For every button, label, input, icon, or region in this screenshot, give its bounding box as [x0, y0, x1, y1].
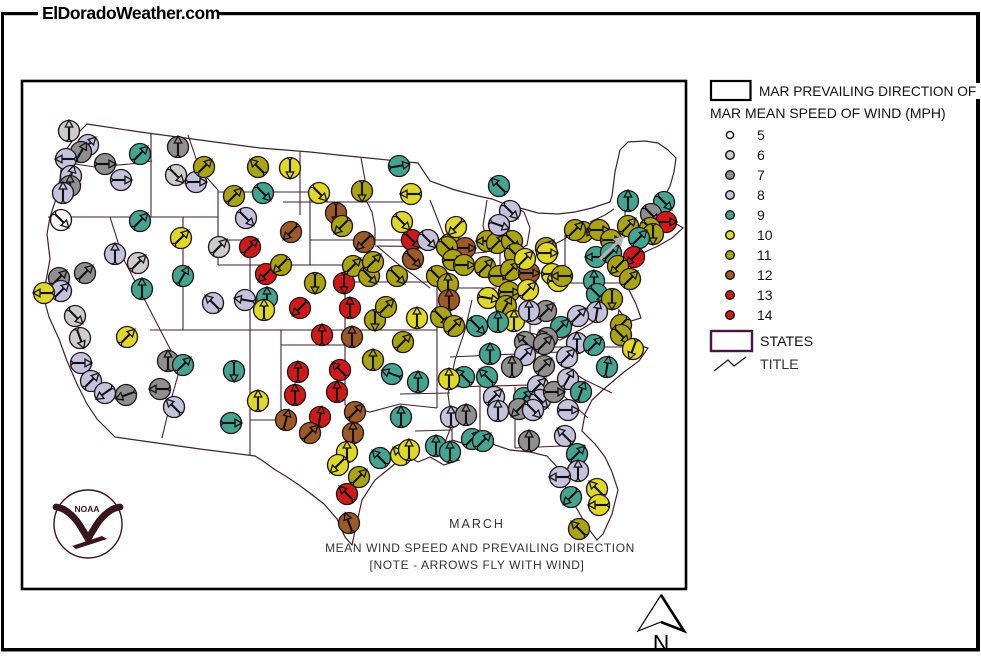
svg-text:12: 12 [757, 267, 773, 283]
svg-text:9: 9 [757, 207, 765, 223]
svg-text:7: 7 [757, 167, 765, 183]
svg-text:MEAN WIND SPEED AND PREVAILING: MEAN WIND SPEED AND PREVAILING DIRECTION [325, 541, 635, 555]
svg-text:10: 10 [757, 227, 773, 243]
svg-text:8: 8 [757, 187, 765, 203]
svg-text:NOAA: NOAA [74, 504, 99, 514]
svg-text:MAR MEAN SPEED OF WIND (MPH): MAR MEAN SPEED OF WIND (MPH) [710, 105, 946, 121]
svg-text:14: 14 [757, 307, 773, 323]
svg-text:ElDoradoWeather.com: ElDoradoWeather.com [42, 3, 220, 23]
svg-text:6: 6 [757, 147, 765, 163]
svg-text:MAR PREVAILING DIRECTION OF: MAR PREVAILING DIRECTION OF [759, 84, 976, 99]
svg-text:MARCH: MARCH [449, 517, 505, 531]
svg-text:11: 11 [757, 247, 772, 263]
svg-text:STATES: STATES [760, 334, 813, 350]
svg-text:5: 5 [757, 127, 765, 143]
svg-text:N: N [653, 630, 670, 656]
svg-text:13: 13 [757, 287, 773, 303]
svg-text:TITLE: TITLE [760, 357, 799, 373]
svg-text:[NOTE - ARROWS FLY WITH WIND]: [NOTE - ARROWS FLY WITH WIND] [370, 558, 585, 572]
